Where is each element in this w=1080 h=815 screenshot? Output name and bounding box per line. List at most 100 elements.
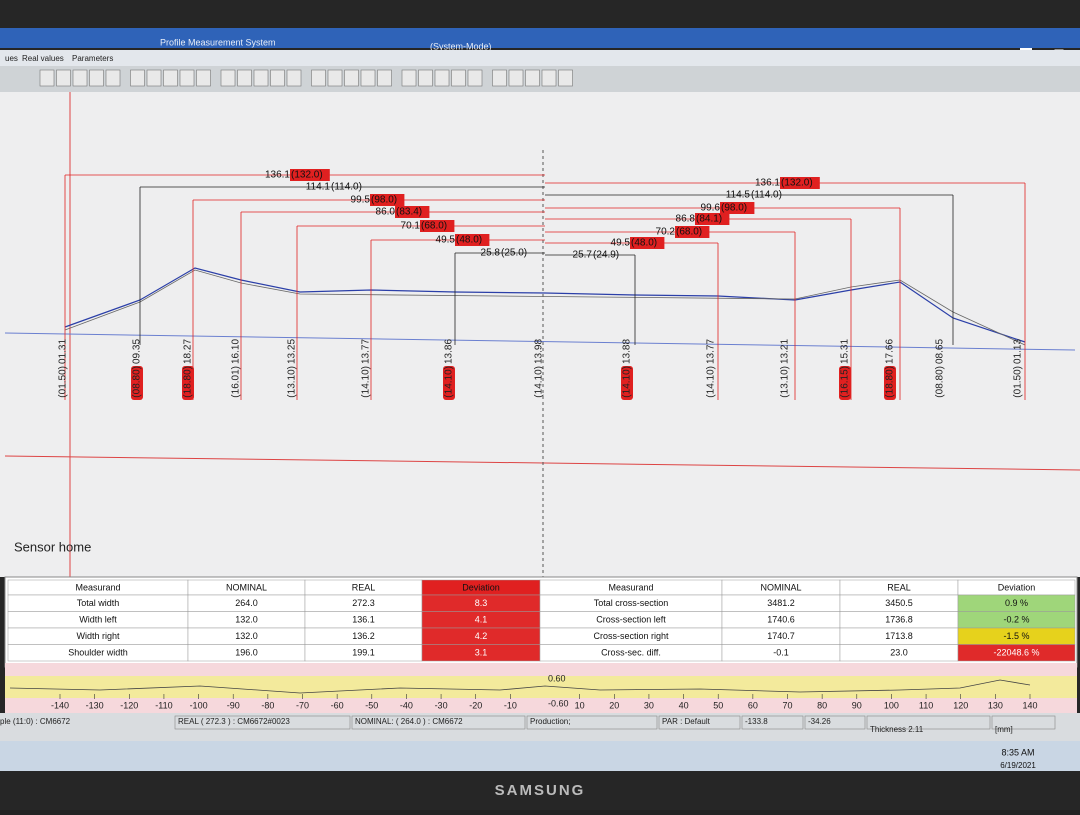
point-label: (14.10) 13.98	[534, 339, 545, 398]
toolbar-button[interactable]	[377, 69, 392, 87]
toolbar-button[interactable]	[163, 69, 178, 87]
dimension-nominal: (48.0)	[456, 235, 482, 246]
menu-bar	[0, 50, 1080, 66]
toolbar-button[interactable]	[270, 69, 285, 87]
table-value: 132.0	[235, 631, 258, 641]
toolbar-button[interactable]	[558, 69, 573, 87]
table-value: Cross-section left	[596, 614, 666, 624]
deviation-trace	[9, 679, 1031, 694]
point-nominal: (13.10)	[780, 366, 791, 398]
toolbar-button[interactable]	[89, 69, 104, 87]
toolbar-button[interactable]	[105, 69, 121, 87]
point-real: 13.25	[287, 339, 298, 364]
strip-tick-label: -100	[190, 700, 208, 710]
point-nominal: (14.10)	[361, 366, 372, 398]
point-label: (16.15) 15.31	[839, 339, 851, 400]
toolbar-button[interactable]	[525, 69, 540, 87]
toolbar-button[interactable]	[327, 69, 343, 87]
strip-tick-label: -70	[296, 700, 309, 710]
strip-lower: -0.60	[548, 698, 569, 708]
toolbar-button[interactable]	[220, 69, 236, 87]
status-field	[804, 715, 866, 730]
status-field	[658, 715, 741, 730]
dimension-flag	[455, 234, 490, 246]
clock-time: 8:35 AM	[1001, 747, 1034, 757]
base-line	[4, 332, 1076, 351]
taskbar	[0, 741, 1080, 771]
toolbar-button[interactable]	[508, 69, 524, 87]
table-value: 4.2	[475, 631, 488, 641]
dimension-real: 114.5	[726, 190, 751, 201]
status-text: Thickness 2.11	[870, 725, 924, 734]
table-value: 1736.8	[885, 614, 913, 624]
table-value: Width right	[76, 631, 120, 641]
toolbar-button[interactable]	[311, 69, 326, 87]
menu-item[interactable]: Parameters	[72, 54, 113, 63]
strip-tick-label: 40	[679, 700, 689, 710]
dimension-flag	[395, 206, 430, 218]
toolbar-button[interactable]	[39, 69, 55, 87]
point-real: 08.65	[935, 339, 946, 364]
strip-tick-label: -30	[435, 700, 448, 710]
point-nominal: (18.80)	[183, 366, 194, 398]
status-field	[351, 715, 526, 730]
dimension-nominal: (25.0)	[501, 248, 527, 259]
strip-tick-label: 90	[852, 700, 862, 710]
toolbar-button[interactable]	[130, 69, 145, 87]
clock-date: 6/19/2021	[1000, 761, 1036, 770]
toolbar-button[interactable]	[72, 69, 88, 87]
strip-tick-label: -60	[331, 700, 344, 710]
toolbar-button[interactable]	[492, 69, 507, 87]
status-text: PAR : Default	[662, 717, 711, 726]
point-label: (08.80) 08.65	[935, 339, 946, 398]
point-label: (14.10) 13.77	[361, 339, 372, 398]
point-label: (18.80) 17.66	[884, 339, 896, 400]
point-label: (13.10) 13.25	[287, 339, 298, 398]
toolbar-button[interactable]	[344, 69, 359, 87]
toolbar-button[interactable]	[541, 69, 557, 87]
table-value: 272.3	[352, 598, 375, 608]
toolbar-button[interactable]	[146, 69, 162, 87]
toolbar-button[interactable]	[237, 69, 252, 87]
point-real: 13.98	[534, 339, 545, 364]
dimension-nominal: (114.0)	[751, 190, 782, 201]
dimension-nominal: (48.0)	[631, 238, 657, 249]
status-text: [mm]	[995, 725, 1013, 734]
status-field	[174, 715, 351, 730]
dimension-flag	[695, 213, 730, 225]
menu-item[interactable]: ues	[5, 54, 18, 63]
point-label: (13.10) 13.21	[780, 339, 791, 398]
dimension-real: 86.0	[376, 207, 396, 218]
dimension-real: 70.1	[401, 221, 421, 232]
dimension-real: 99.5	[351, 195, 371, 206]
strip-tick-label: -10	[504, 700, 517, 710]
dimension-nominal: (83.4)	[396, 207, 422, 218]
point-nominal: (01.50)	[58, 366, 69, 398]
toolbar-button[interactable]	[56, 69, 71, 87]
point-nominal: (16.15)	[840, 366, 851, 398]
point-nominal: (08.80)	[132, 366, 143, 398]
toolbar-button[interactable]	[253, 69, 269, 87]
toolbar-button[interactable]	[196, 69, 211, 87]
tolerance-band	[5, 676, 1077, 698]
minimize-button[interactable]	[1020, 48, 1032, 50]
table-value: 4.1	[475, 614, 488, 624]
table-value: Shoulder width	[68, 647, 128, 657]
table-value: 132.0	[235, 614, 258, 624]
strip-tick-label: -120	[120, 700, 138, 710]
menu-item[interactable]: Real values	[22, 54, 64, 63]
toolbar-button[interactable]	[360, 69, 376, 87]
toolbar-button[interactable]	[451, 69, 466, 87]
toolbar-button[interactable]	[179, 69, 195, 87]
dimension-nominal: (68.0)	[676, 227, 702, 238]
dimension-real: 49.5	[611, 238, 631, 249]
toolbar-button[interactable]	[467, 69, 483, 87]
dimension-real: 25.8	[481, 248, 501, 259]
toolbar-button[interactable]	[434, 69, 450, 87]
table-value: -0.2 %	[1003, 614, 1029, 624]
toolbar-button[interactable]	[286, 69, 302, 87]
toolbar-button[interactable]	[418, 69, 433, 87]
table-header: NOMINAL	[760, 582, 801, 592]
toolbar-button[interactable]	[401, 69, 417, 87]
